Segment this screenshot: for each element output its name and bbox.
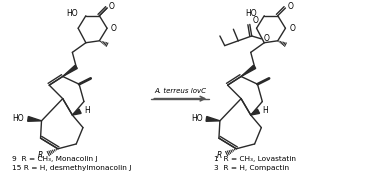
Text: A. terreus lovC: A. terreus lovC — [154, 88, 206, 94]
Text: O: O — [289, 24, 295, 33]
Text: 1  R = CH₃, Lovastatin: 1 R = CH₃, Lovastatin — [214, 156, 296, 162]
Text: HO: HO — [191, 114, 203, 123]
Text: 15 R = H, desmethylmonacolin J: 15 R = H, desmethylmonacolin J — [12, 165, 131, 171]
Text: R: R — [216, 151, 222, 160]
Text: O: O — [287, 2, 293, 11]
Polygon shape — [28, 116, 41, 121]
Text: HO: HO — [13, 114, 24, 123]
Text: HO: HO — [245, 9, 256, 18]
Text: O: O — [109, 2, 115, 11]
Polygon shape — [72, 109, 81, 115]
Text: O: O — [253, 16, 258, 25]
Text: O: O — [263, 34, 269, 43]
Text: H: H — [262, 106, 268, 115]
Text: O: O — [111, 24, 117, 33]
Text: 3  R = H, Compactin: 3 R = H, Compactin — [214, 165, 289, 171]
Polygon shape — [241, 65, 256, 76]
Text: H: H — [84, 106, 90, 115]
Polygon shape — [63, 65, 78, 76]
Polygon shape — [206, 116, 220, 121]
Text: HO: HO — [66, 9, 78, 18]
Text: 9  R = CH₃, Monacolin J: 9 R = CH₃, Monacolin J — [12, 156, 97, 162]
Polygon shape — [251, 109, 260, 115]
Text: R: R — [38, 151, 43, 160]
